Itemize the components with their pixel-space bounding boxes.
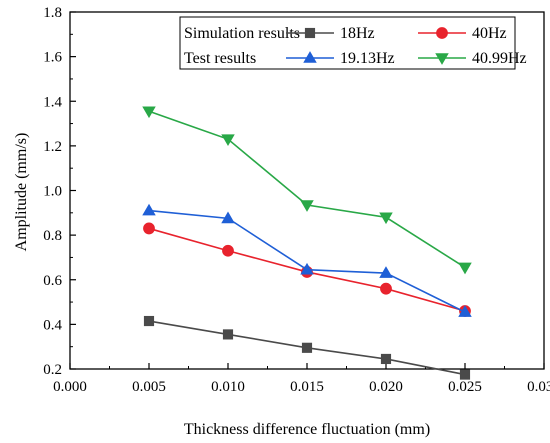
legend-group-label: Test results [184,50,256,67]
legend-marker [436,27,448,39]
legend-group-label: Simulation results [184,25,300,42]
x-tick-label: 0.005 [132,379,166,395]
data-point [142,106,156,119]
y-tick-label: 1.2 [43,139,62,155]
x-tick-label: 0.000 [53,379,87,395]
legend: Simulation results 18Hz 40Hz Test results 19… [179,16,527,70]
data-point [379,212,393,225]
y-tick-label: 0.2 [43,362,62,378]
y-tick-label: 0.6 [43,273,62,289]
data-point [300,200,314,212]
data-point [301,342,313,353]
data-point [143,315,155,327]
legend-marker [303,51,317,63]
x-tick-label: 0.015 [290,379,324,395]
data-point [380,282,392,295]
y-tick-label: 1.8 [43,5,62,21]
y-axis-title: Amplitude (mm/s) [13,133,30,252]
data-point [300,262,314,275]
legend-marker [304,27,316,39]
data-point [380,353,392,365]
series-group [142,106,472,380]
data-point [459,369,471,380]
legend-marker [435,53,449,65]
series-18Hz [143,315,471,380]
y-tick-label: 1.4 [43,94,62,110]
data-point [222,244,234,257]
x-axis-title: Thickness difference fluctuation (mm) [184,421,430,438]
data-point [221,211,235,224]
x-axis: 0.000 0.005 0.010 0.015 0.020 0.025 0.030 [53,363,550,395]
series-40.99Hz [142,106,472,275]
legend-label: 19.13Hz [340,50,395,67]
data-point [142,203,156,216]
data-point [458,262,472,275]
data-point [379,266,393,278]
data-point [143,222,155,235]
data-point [221,134,235,147]
series-19.13Hz [142,203,472,317]
data-point [222,329,234,340]
x-tick-label: 0.010 [211,379,245,395]
x-tick-label: 0.025 [448,379,482,395]
y-tick-label: 0.8 [43,228,62,244]
y-tick-label: 0.4 [43,317,62,333]
y-tick-label: 1.6 [43,50,62,66]
legend-label: 18Hz [340,25,375,42]
legend-box [179,16,516,70]
series-line [148,110,466,269]
legend-label: 40.99Hz [472,50,527,67]
x-tick-label: 0.030 [527,379,550,395]
y-tick-label: 1.0 [43,184,62,200]
y-axis: 0.2 0.4 0.6 0.8 1.0 1.2 1.4 1.6 1.8 [43,5,76,378]
data-point [458,305,472,317]
legend-label: 40Hz [472,25,507,42]
x-tick-label: 0.020 [369,379,403,395]
